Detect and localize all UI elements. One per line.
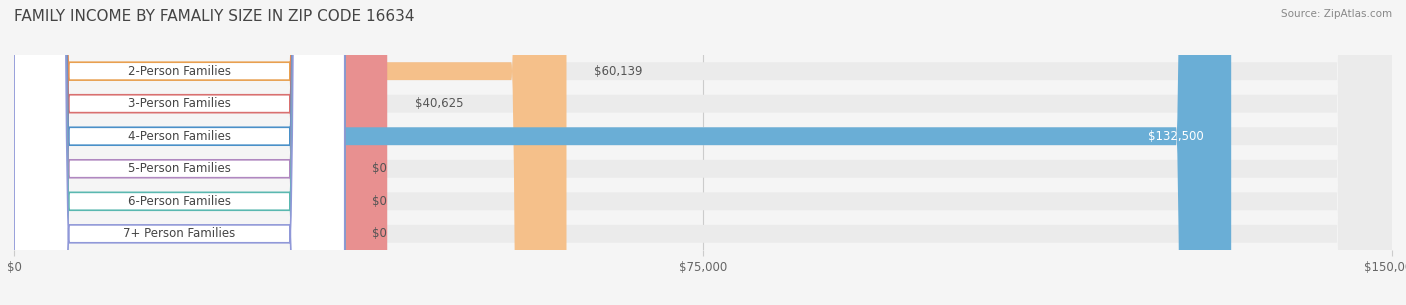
- FancyBboxPatch shape: [14, 0, 1392, 305]
- FancyBboxPatch shape: [14, 0, 1392, 305]
- Text: $40,625: $40,625: [415, 97, 464, 110]
- FancyBboxPatch shape: [14, 0, 567, 305]
- FancyBboxPatch shape: [14, 0, 1392, 305]
- Text: $60,139: $60,139: [595, 65, 643, 78]
- FancyBboxPatch shape: [14, 0, 344, 305]
- Text: 6-Person Families: 6-Person Families: [128, 195, 231, 208]
- FancyBboxPatch shape: [14, 0, 344, 305]
- Text: $0: $0: [373, 195, 387, 208]
- FancyBboxPatch shape: [14, 0, 1392, 305]
- Text: 2-Person Families: 2-Person Families: [128, 65, 231, 78]
- Text: $0: $0: [373, 162, 387, 175]
- FancyBboxPatch shape: [14, 0, 387, 305]
- Text: $0: $0: [373, 227, 387, 240]
- FancyBboxPatch shape: [14, 0, 344, 305]
- Text: 3-Person Families: 3-Person Families: [128, 97, 231, 110]
- FancyBboxPatch shape: [14, 0, 1392, 305]
- Text: Source: ZipAtlas.com: Source: ZipAtlas.com: [1281, 9, 1392, 19]
- Text: 7+ Person Families: 7+ Person Families: [124, 227, 236, 240]
- Text: FAMILY INCOME BY FAMALIY SIZE IN ZIP CODE 16634: FAMILY INCOME BY FAMALIY SIZE IN ZIP COD…: [14, 9, 415, 24]
- Text: 5-Person Families: 5-Person Families: [128, 162, 231, 175]
- Text: $132,500: $132,500: [1147, 130, 1204, 143]
- Text: 4-Person Families: 4-Person Families: [128, 130, 231, 143]
- FancyBboxPatch shape: [14, 0, 1392, 305]
- FancyBboxPatch shape: [14, 0, 1232, 305]
- FancyBboxPatch shape: [14, 0, 344, 305]
- FancyBboxPatch shape: [14, 0, 344, 305]
- FancyBboxPatch shape: [14, 0, 344, 305]
